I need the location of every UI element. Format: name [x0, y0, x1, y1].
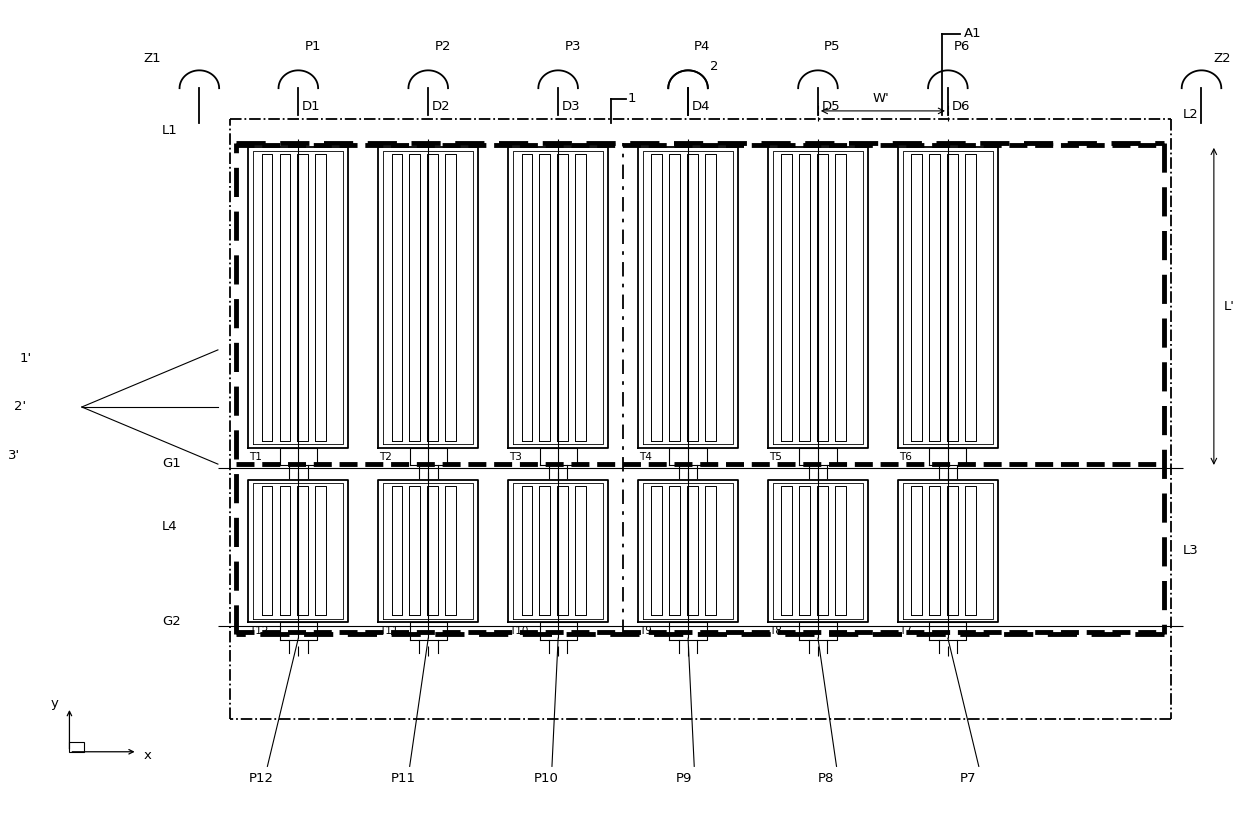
Text: T8: T8 — [769, 626, 782, 636]
Text: P7: P7 — [960, 772, 977, 785]
Text: P1: P1 — [305, 40, 321, 53]
Text: x: x — [144, 750, 151, 763]
Text: D6: D6 — [951, 99, 970, 112]
Text: Z2: Z2 — [1214, 51, 1231, 64]
Text: T12: T12 — [249, 626, 269, 636]
Text: T6: T6 — [899, 452, 911, 462]
Text: 3': 3' — [7, 449, 20, 462]
Text: L2: L2 — [1183, 108, 1199, 121]
Text: L4: L4 — [162, 520, 177, 533]
Text: T10: T10 — [510, 626, 528, 636]
Text: T7: T7 — [899, 626, 911, 636]
Text: L1: L1 — [162, 124, 179, 137]
Text: y: y — [51, 697, 58, 710]
Text: P2: P2 — [434, 40, 451, 53]
Text: L': L' — [1224, 300, 1235, 313]
Text: P5: P5 — [825, 40, 841, 53]
Text: G2: G2 — [162, 615, 181, 628]
Text: T2: T2 — [379, 452, 392, 462]
Text: P9: P9 — [676, 772, 692, 785]
Text: P4: P4 — [694, 40, 711, 53]
Text: D2: D2 — [432, 99, 450, 112]
Text: T3: T3 — [510, 452, 522, 462]
Text: T1: T1 — [249, 452, 263, 462]
Text: P3: P3 — [564, 40, 580, 53]
Text: P12: P12 — [249, 772, 274, 785]
Text: L3: L3 — [1183, 545, 1199, 558]
Text: 2': 2' — [14, 400, 26, 414]
Text: P10: P10 — [533, 772, 558, 785]
Text: D3: D3 — [562, 99, 580, 112]
Bar — [69, 742, 84, 752]
Text: D4: D4 — [692, 99, 711, 112]
Text: Z1: Z1 — [144, 51, 161, 64]
Text: 1: 1 — [627, 92, 636, 105]
Text: T11: T11 — [379, 626, 399, 636]
Text: P11: P11 — [391, 772, 417, 785]
Text: W': W' — [873, 92, 890, 105]
Text: P6: P6 — [954, 40, 971, 53]
Text: T4: T4 — [639, 452, 652, 462]
Text: T5: T5 — [769, 452, 782, 462]
Text: D1: D1 — [303, 99, 321, 112]
Text: A1: A1 — [963, 28, 982, 41]
Text: G1: G1 — [162, 457, 181, 470]
Text: D5: D5 — [822, 99, 841, 112]
Text: 2: 2 — [711, 59, 719, 72]
Text: T9: T9 — [639, 626, 652, 636]
Text: 1': 1' — [20, 352, 32, 365]
Text: P8: P8 — [818, 772, 835, 785]
